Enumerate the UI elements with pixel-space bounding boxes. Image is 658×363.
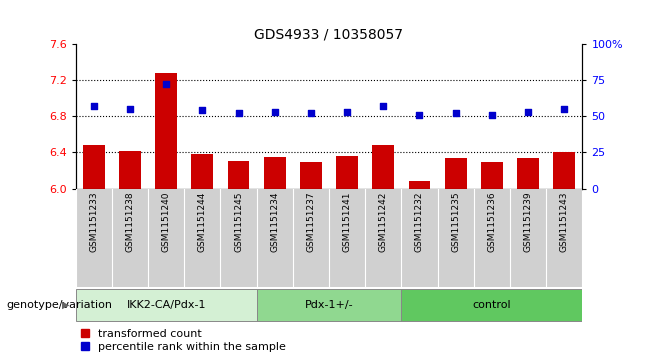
Point — [559, 106, 570, 112]
Point — [270, 109, 280, 115]
Text: GSM1151236: GSM1151236 — [488, 192, 496, 252]
Bar — [228, 161, 249, 189]
Text: GSM1151232: GSM1151232 — [415, 192, 424, 252]
Point — [486, 112, 497, 118]
Point — [342, 109, 353, 115]
Point — [450, 110, 461, 116]
Point — [415, 112, 425, 118]
Point — [233, 110, 243, 116]
Text: GSM1151244: GSM1151244 — [198, 192, 207, 252]
Text: control: control — [472, 300, 511, 310]
Legend: transformed count, percentile rank within the sample: transformed count, percentile rank withi… — [81, 329, 286, 352]
Text: IKK2-CA/Pdx-1: IKK2-CA/Pdx-1 — [126, 300, 206, 310]
Text: GSM1151234: GSM1151234 — [270, 192, 279, 252]
Bar — [409, 182, 430, 189]
Bar — [336, 156, 358, 189]
Text: GSM1151240: GSM1151240 — [162, 192, 170, 252]
Point — [161, 81, 171, 87]
Point — [378, 103, 388, 109]
Bar — [119, 151, 141, 189]
Bar — [553, 152, 575, 189]
FancyBboxPatch shape — [257, 289, 401, 321]
Text: GSM1151243: GSM1151243 — [560, 192, 569, 252]
Point — [124, 106, 136, 112]
Bar — [155, 73, 177, 189]
Bar — [83, 145, 105, 189]
Bar — [264, 157, 286, 189]
Text: Pdx-1+/-: Pdx-1+/- — [305, 300, 353, 310]
Bar — [481, 162, 503, 189]
Bar — [517, 158, 539, 189]
Title: GDS4933 / 10358057: GDS4933 / 10358057 — [255, 27, 403, 41]
Bar — [372, 145, 394, 189]
Bar — [300, 162, 322, 189]
FancyBboxPatch shape — [401, 289, 582, 321]
Point — [522, 109, 533, 115]
Text: GSM1151235: GSM1151235 — [451, 192, 460, 252]
Text: ▶: ▶ — [62, 300, 69, 310]
FancyBboxPatch shape — [76, 289, 257, 321]
Point — [305, 110, 316, 116]
Point — [88, 103, 99, 109]
Text: GSM1151237: GSM1151237 — [307, 192, 315, 252]
Text: GSM1151241: GSM1151241 — [343, 192, 351, 252]
Text: GSM1151238: GSM1151238 — [126, 192, 134, 252]
Text: GSM1151245: GSM1151245 — [234, 192, 243, 252]
Text: genotype/variation: genotype/variation — [7, 300, 113, 310]
Point — [197, 107, 207, 113]
Bar — [445, 158, 467, 189]
Text: GSM1151233: GSM1151233 — [89, 192, 98, 252]
Text: GSM1151242: GSM1151242 — [379, 192, 388, 252]
Text: GSM1151239: GSM1151239 — [524, 192, 532, 252]
Bar — [191, 154, 213, 189]
